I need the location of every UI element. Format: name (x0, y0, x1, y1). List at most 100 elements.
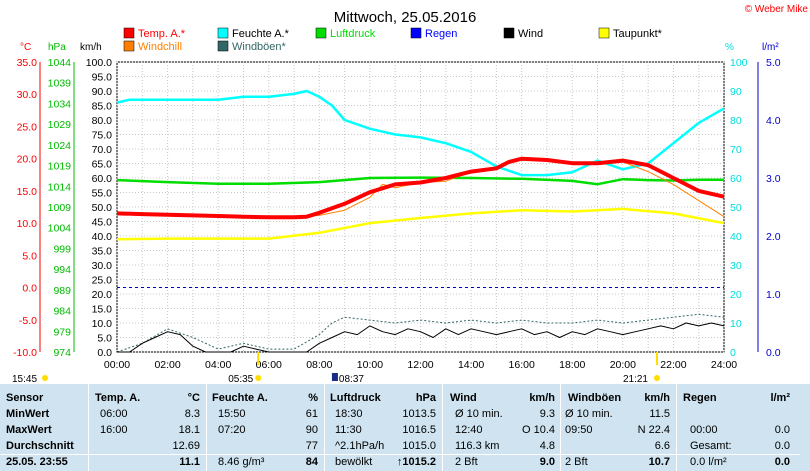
table-cell: 16:00 (100, 424, 128, 436)
wind-tick-label: 5.0 (97, 333, 112, 345)
legend-label: Wind (518, 28, 543, 40)
time-tick-label: 00:00 (104, 359, 130, 371)
table-cell: Gesamt: (690, 440, 732, 452)
unit-temp: °C (20, 42, 31, 53)
table-cell: 18:30 (335, 408, 363, 420)
table-cell: 77 (305, 440, 318, 452)
legend-label: Temp. A.* (138, 28, 186, 40)
table-row-label: MaxWert (6, 424, 52, 436)
series-line-taupunkt (116, 207, 725, 241)
wind-tick-label: 85.0 (92, 101, 113, 113)
wind-tick-label: 20.0 (92, 289, 113, 301)
table-divider (324, 384, 325, 471)
table-cell: 90 (305, 424, 318, 436)
unit-rain: l/m² (762, 42, 779, 53)
temp-tick-label: 5.0 (22, 250, 37, 262)
time-tick-label: 10:00 (357, 359, 383, 371)
press-tick-label: 989 (53, 285, 71, 297)
temp-tick-label: -10.0 (13, 347, 37, 359)
press-tick-label: 984 (53, 306, 71, 318)
legend-label: Taupunkt* (613, 28, 663, 40)
series-group (116, 89, 725, 353)
chart-area: Mittwoch, 25.05.2016 © Weber Mike Temp. … (12, 4, 808, 384)
table-cell: ↑1015.2 (396, 456, 436, 468)
table-header-cell: Temp. A. (95, 392, 141, 404)
legend-label: Windböen* (232, 41, 287, 53)
wind-tick-label: 70.0 (92, 144, 113, 156)
hum-tick-label: 30 (730, 260, 742, 272)
table-cell: 8.3 (184, 408, 200, 420)
table-row-label: 25.05. 23:55 (6, 456, 68, 468)
time-tick-label: 22:00 (660, 359, 686, 371)
rain-tick-label: 0.0 (766, 347, 781, 359)
table-cell: 6.6 (654, 440, 670, 452)
wind-tick-label: 45.0 (92, 217, 113, 229)
table-cell: 9.3 (539, 408, 555, 420)
table-cell: 0.0 (774, 440, 790, 452)
table-cell: 1015.0 (402, 440, 436, 452)
table-row: MinWert 06:00 8.3 15:50 61 18:30 1013.5 Ø 10 mi… (0, 407, 800, 422)
temp-tick-label: 35.0 (17, 57, 38, 69)
table-cell: 12.69 (172, 440, 200, 452)
temp-tick-label: 20.0 (17, 154, 38, 166)
legend-swatch (123, 27, 135, 39)
press-tick-label: 1044 (48, 57, 72, 69)
press-tick-label: 1024 (48, 140, 72, 152)
press-tick-label: 1034 (48, 98, 72, 110)
series-line-feuchtea (116, 89, 725, 177)
table-cell: 12:40 (455, 424, 483, 436)
chart-title: Mittwoch, 25.05.2016 (334, 9, 477, 26)
press-tick-label: 974 (53, 347, 71, 359)
legend-label: Feuchte A.* (232, 28, 290, 40)
sunrise-label: 05:35 (228, 374, 253, 384)
legend-swatch (598, 27, 610, 39)
wind-tick-label: 30.0 (92, 260, 113, 272)
table-header-cell: Regen (683, 392, 717, 404)
legend-label: Regen (425, 28, 457, 40)
rain-tick-label: 2.0 (766, 231, 781, 243)
wind-tick-label: 0.0 (97, 347, 112, 359)
table-header-cell: Windböen (568, 392, 622, 404)
press-tick-label: 1029 (48, 119, 72, 131)
series-line-wind (117, 322, 725, 353)
table-cell: 8.46 g/m³ (218, 456, 265, 468)
unit-hum: % (725, 42, 734, 53)
temp-tick-label: 15.0 (17, 186, 38, 198)
legend-swatch (123, 40, 135, 52)
table-cell: 09:50 (565, 424, 593, 436)
table-cell: 11:30 (335, 424, 362, 436)
hum-tick-label: 0 (730, 347, 736, 359)
wind-tick-label: 75.0 (92, 130, 113, 142)
press-tick-label: 994 (53, 264, 71, 276)
hum-tick-label: 90 (730, 86, 742, 98)
table-cell: 15:50 (218, 408, 246, 420)
wind-tick-label: 100.0 (86, 57, 112, 69)
wind-tick-label: 90.0 (92, 86, 113, 98)
table-cell: 18.1 (178, 424, 200, 436)
wind-tick-label: 95.0 (92, 72, 113, 84)
table-divider (442, 384, 443, 471)
time-tick-label: 12:00 (407, 359, 433, 371)
table-cell: Ø 10 min. (565, 408, 613, 420)
time-tick-label: 20:00 (610, 359, 636, 371)
legend-label: Windchill (138, 41, 182, 53)
wind-tick-label: 25.0 (92, 275, 113, 287)
time-tick-label: 14:00 (458, 359, 484, 371)
rain-tick-label: 3.0 (766, 173, 781, 185)
temp-tick-label: 10.0 (17, 218, 38, 230)
table-cell: 07:20 (218, 424, 246, 436)
hum-tick-label: 20 (730, 289, 742, 301)
rain-tick-label: 5.0 (766, 57, 781, 69)
legend-swatch (217, 40, 229, 52)
table-cell: 0.0 (774, 456, 790, 468)
time-left-label: 15:45 (12, 374, 37, 384)
table-cell: O 10.4 (521, 424, 555, 436)
time-tick-label: 04:00 (205, 359, 231, 371)
table-cell: Ø 10 min. (455, 408, 503, 420)
sunset-label: 21:21 (623, 374, 648, 384)
press-tick-label: 979 (53, 326, 71, 338)
stats-table: Sensor Temp. A. °C Feuchte A.% Luftdruck hPa W… (0, 384, 810, 471)
table-cell: 116.3 km (455, 440, 500, 452)
sunset-icon (653, 375, 660, 381)
press-tick-label: 1014 (48, 181, 72, 193)
